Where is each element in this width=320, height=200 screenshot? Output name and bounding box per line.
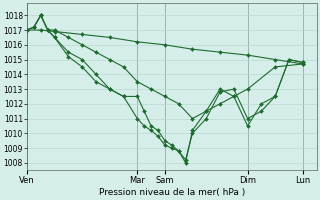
X-axis label: Pression niveau de la mer( hPa ): Pression niveau de la mer( hPa ) — [99, 188, 245, 197]
